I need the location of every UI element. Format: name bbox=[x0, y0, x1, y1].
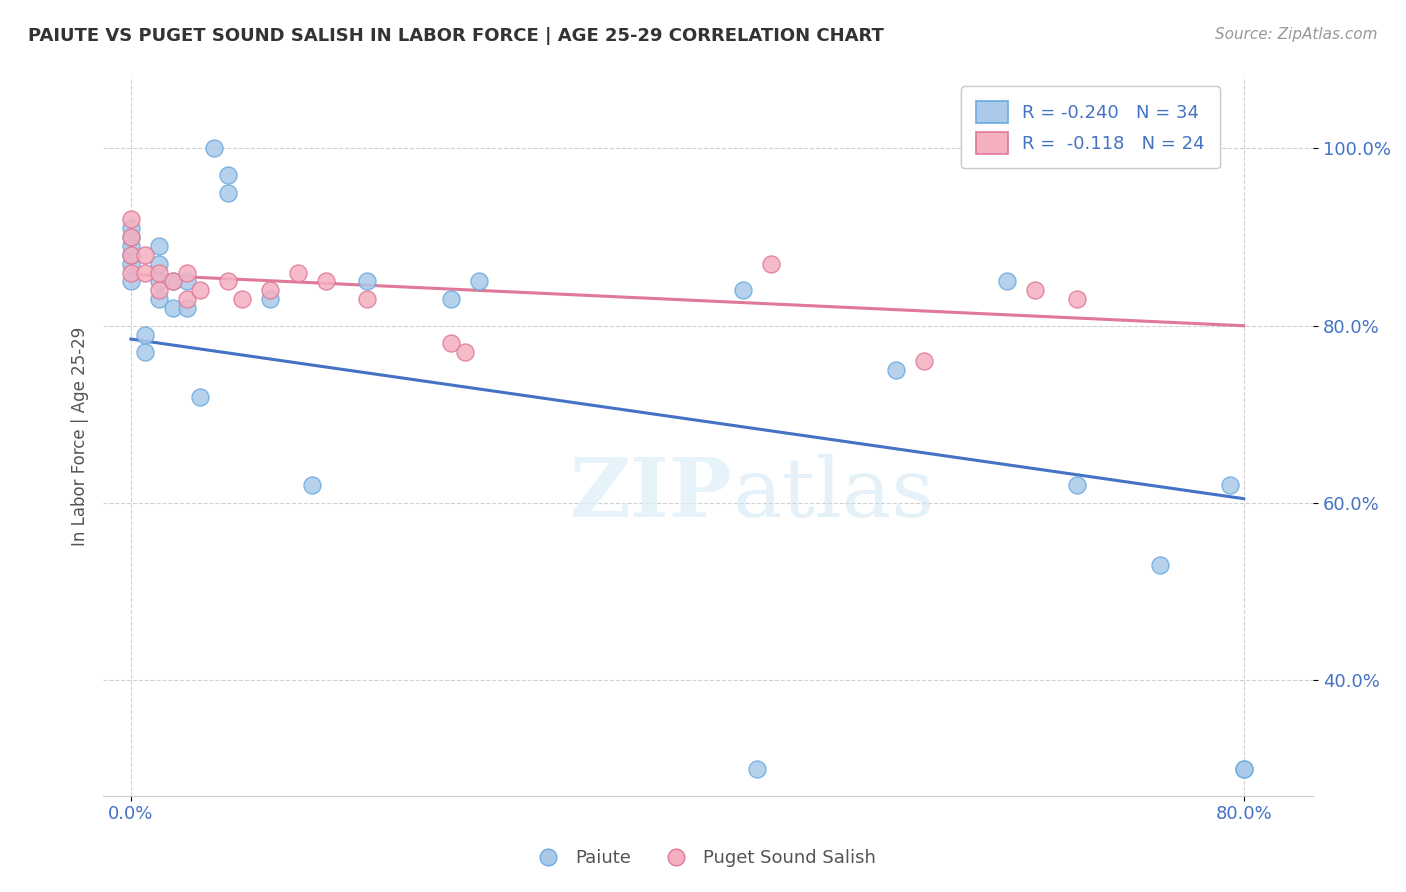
Point bbox=[1066, 292, 1088, 306]
Point bbox=[148, 292, 170, 306]
Point bbox=[176, 292, 198, 306]
Point bbox=[202, 141, 225, 155]
Point bbox=[440, 292, 463, 306]
Point bbox=[148, 266, 170, 280]
Legend: R = -0.240   N = 34, R =  -0.118   N = 24: R = -0.240 N = 34, R = -0.118 N = 24 bbox=[962, 87, 1219, 169]
Point bbox=[120, 248, 142, 262]
Point bbox=[176, 266, 198, 280]
Legend: Paiute, Puget Sound Salish: Paiute, Puget Sound Salish bbox=[523, 842, 883, 874]
Point bbox=[356, 292, 378, 306]
Point bbox=[190, 390, 212, 404]
Y-axis label: In Labor Force | Age 25-29: In Labor Force | Age 25-29 bbox=[72, 327, 89, 546]
Point bbox=[1149, 558, 1171, 573]
Point bbox=[162, 274, 184, 288]
Point bbox=[148, 283, 170, 297]
Point bbox=[134, 248, 156, 262]
Point bbox=[217, 168, 239, 182]
Point bbox=[440, 336, 463, 351]
Point bbox=[315, 274, 337, 288]
Point bbox=[120, 230, 142, 244]
Point bbox=[467, 274, 489, 288]
Point bbox=[1233, 762, 1256, 776]
Point bbox=[217, 186, 239, 200]
Point bbox=[120, 248, 142, 262]
Point bbox=[176, 301, 198, 315]
Point bbox=[731, 283, 754, 297]
Point bbox=[231, 292, 253, 306]
Text: atlas: atlas bbox=[733, 454, 935, 534]
Point bbox=[190, 283, 212, 297]
Point bbox=[912, 354, 935, 368]
Point bbox=[259, 292, 281, 306]
Point bbox=[134, 345, 156, 359]
Point bbox=[148, 239, 170, 253]
Point bbox=[1024, 283, 1046, 297]
Point bbox=[1219, 478, 1241, 492]
Point bbox=[148, 274, 170, 288]
Point bbox=[162, 301, 184, 315]
Point bbox=[134, 266, 156, 280]
Point bbox=[995, 274, 1018, 288]
Point bbox=[287, 266, 309, 280]
Point bbox=[176, 274, 198, 288]
Point bbox=[120, 230, 142, 244]
Point bbox=[259, 283, 281, 297]
Point bbox=[217, 274, 239, 288]
Point bbox=[162, 274, 184, 288]
Point bbox=[884, 363, 907, 377]
Point bbox=[454, 345, 477, 359]
Point bbox=[1233, 762, 1256, 776]
Point bbox=[148, 257, 170, 271]
Text: PAIUTE VS PUGET SOUND SALISH IN LABOR FORCE | AGE 25-29 CORRELATION CHART: PAIUTE VS PUGET SOUND SALISH IN LABOR FO… bbox=[28, 27, 884, 45]
Point bbox=[120, 221, 142, 235]
Point bbox=[120, 266, 142, 280]
Text: ZIP: ZIP bbox=[569, 454, 733, 534]
Point bbox=[759, 257, 782, 271]
Point bbox=[134, 327, 156, 342]
Text: Source: ZipAtlas.com: Source: ZipAtlas.com bbox=[1215, 27, 1378, 42]
Point bbox=[745, 762, 768, 776]
Point bbox=[356, 274, 378, 288]
Point bbox=[301, 478, 323, 492]
Point bbox=[1066, 478, 1088, 492]
Point bbox=[120, 274, 142, 288]
Point bbox=[120, 239, 142, 253]
Point bbox=[120, 257, 142, 271]
Point bbox=[120, 212, 142, 227]
